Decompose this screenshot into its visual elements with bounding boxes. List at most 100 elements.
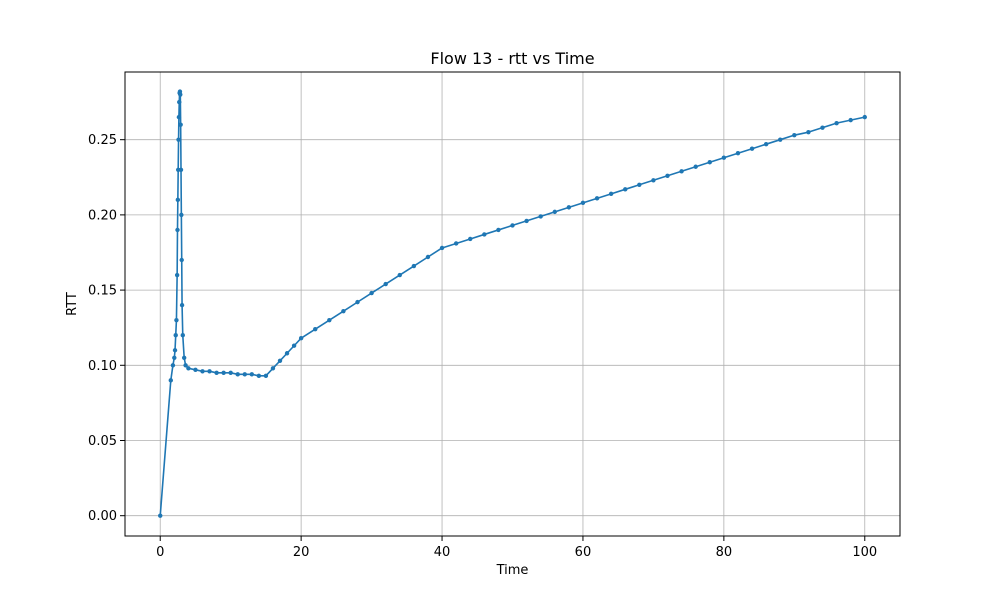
data-point [170,363,176,368]
grid-lines [125,72,900,536]
y-tick-label: 0.15 [88,284,117,299]
data-point [355,299,360,305]
y-tick-label: 0.00 [88,509,117,524]
x-tick-label: 0 [156,545,164,560]
data-point [242,372,247,377]
data-point [425,254,431,260]
data-point [482,232,487,237]
series-line [159,90,865,516]
data-point [749,146,755,151]
data-point [175,227,180,233]
data-point [178,122,183,127]
data-point [263,373,269,379]
data-point [411,263,417,269]
data-point [820,125,825,130]
data-point [284,351,290,356]
data-point [313,326,318,332]
data-point [177,99,182,105]
y-tick-label: 0.10 [88,359,117,374]
data-point [608,191,614,197]
data-point [173,333,178,338]
data-point [179,257,184,263]
data-point [341,308,346,314]
y-axis-ticks: 0.00 0.05 0.10 0.15 0.20 0.25 [88,133,125,524]
data-point [735,151,741,156]
data-point [176,114,182,120]
data-point [172,355,177,360]
data-point [778,137,783,142]
data-point [179,212,184,218]
data-point [397,272,402,278]
data-point [552,209,557,215]
y-tick-label: 0.20 [88,208,117,223]
data-point [176,137,181,142]
data-point [291,343,297,348]
data-point [178,167,184,172]
data-point [369,290,374,296]
data-point [200,369,205,374]
data-point [651,178,656,183]
data-point [566,205,572,210]
data-point [453,241,459,246]
data-point [221,370,226,376]
data-point [174,317,179,323]
data-point [179,302,185,308]
data-point [383,281,388,287]
data-point [183,363,188,368]
data-point [524,218,529,224]
data-point [256,373,262,379]
data-point [158,513,163,518]
data-point [277,358,283,363]
data-point [181,355,187,360]
y-tick-label: 0.25 [88,133,117,148]
data-point [594,196,600,201]
data-point [538,214,543,219]
data-point [806,129,811,135]
x-tick-label: 60 [575,545,592,560]
data-point [298,336,304,341]
chart-title: Flow 13 - rtt vs Time [430,49,594,68]
data-point [862,114,867,120]
data-point [637,182,642,188]
x-axis-ticks: 0 20 40 60 80 100 [156,536,877,560]
data-point [235,372,240,377]
data-point [763,141,769,147]
data-point [270,366,276,371]
y-axis-title: RTT [65,292,80,316]
data-point [580,200,586,206]
data-point [707,160,712,165]
data-point [180,333,185,338]
data-point [207,369,212,374]
data-point [679,169,684,174]
data-point [168,378,173,383]
data-point [439,245,445,251]
data-point [174,272,180,278]
data-point [193,367,198,373]
x-tick-label: 100 [852,545,877,560]
data-point [468,236,473,242]
x-tick-label: 80 [716,545,733,560]
data-point [848,117,853,123]
data-point [172,348,178,353]
data-point [186,366,191,371]
plot-frame [124,71,901,537]
data-point [510,223,515,228]
data-point [496,227,501,233]
data-point [623,187,628,192]
plot-area-background [125,72,900,536]
y-tick-label: 0.05 [88,434,117,449]
data-point [175,197,181,203]
data-point [834,120,839,126]
data-point [721,155,727,160]
data-point [665,173,670,178]
x-axis-title: Time [496,563,529,578]
data-point [228,370,233,376]
data-point [214,370,219,376]
data-series [158,89,867,518]
data-point [792,132,797,138]
data-point [693,164,698,169]
data-point [178,92,183,97]
data-point [249,372,255,377]
x-tick-label: 40 [434,545,451,560]
